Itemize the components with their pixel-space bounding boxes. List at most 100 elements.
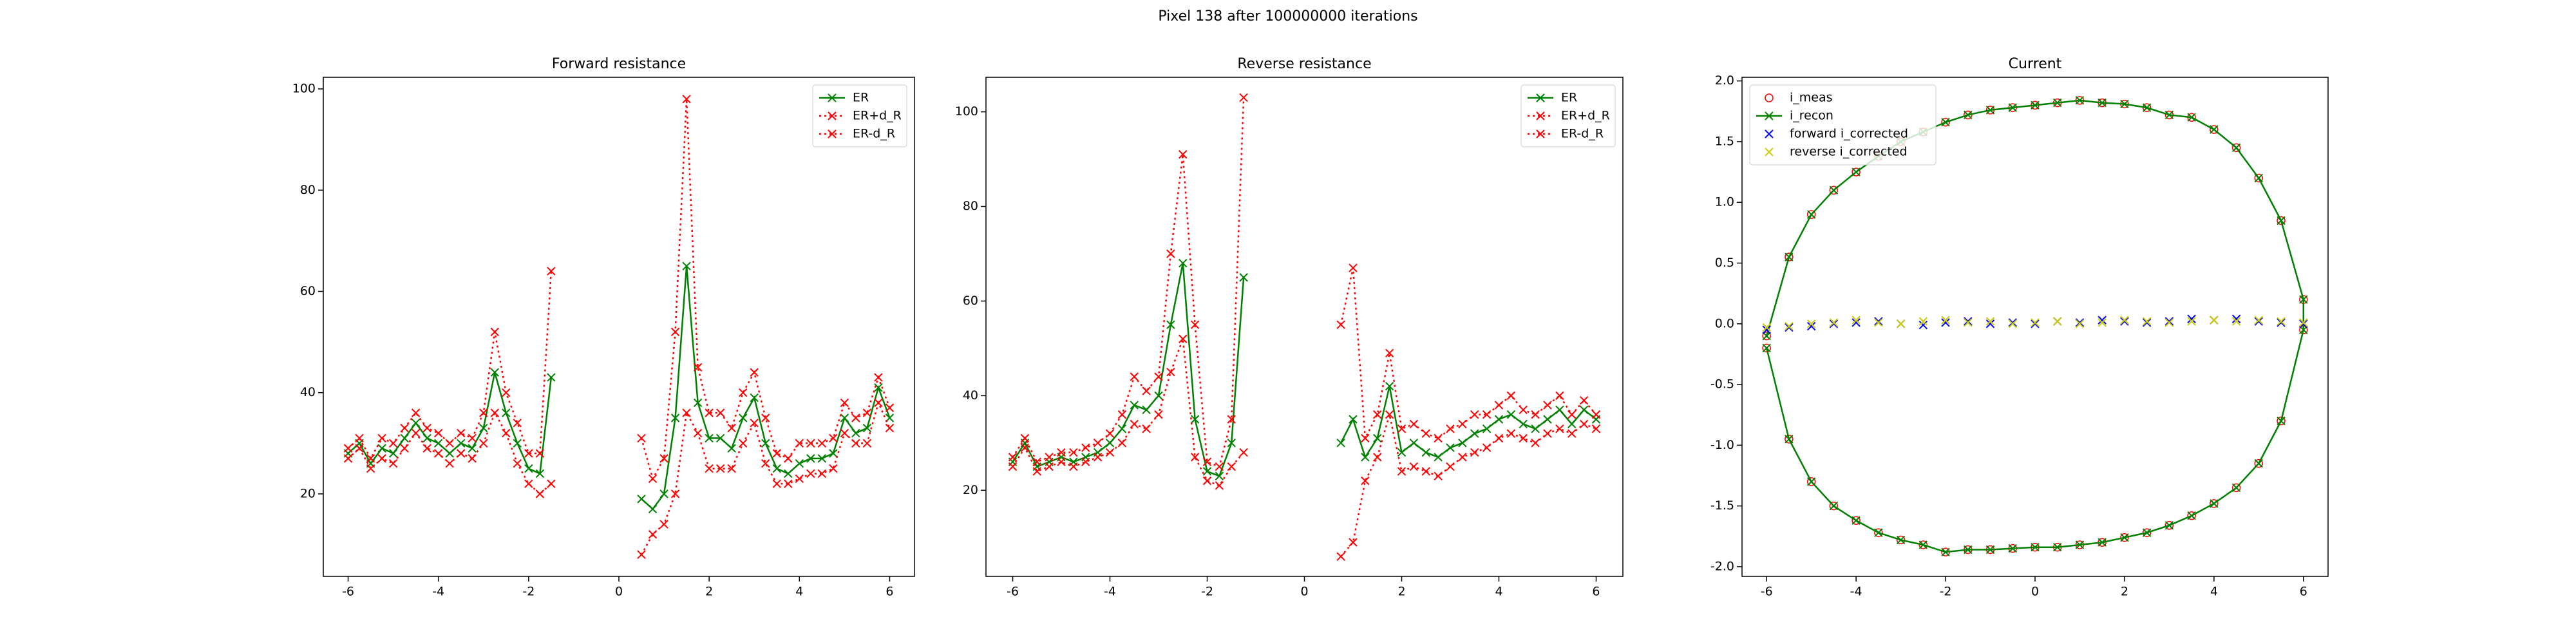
marker [2277, 416, 2286, 426]
x-tick-label: -6 [1761, 585, 1773, 599]
marker [817, 469, 827, 478]
marker [1852, 167, 1861, 176]
legend-label: i_meas [1790, 91, 1833, 105]
legend-marker [1536, 93, 1545, 102]
y-tick-label: 0.0 [1715, 316, 1734, 330]
marker [1409, 419, 1419, 429]
marker [2254, 173, 2264, 183]
marker [1985, 317, 1995, 326]
marker [1896, 319, 1906, 328]
marker [648, 504, 658, 514]
marker [1482, 424, 1492, 433]
marker [1506, 429, 1516, 438]
marker [1519, 419, 1528, 429]
marker [1874, 318, 1883, 327]
marker [829, 433, 838, 443]
marker [1964, 318, 1973, 327]
marker [1239, 273, 1248, 282]
legend-marker [1536, 129, 1545, 138]
marker [772, 464, 781, 473]
marker [1829, 185, 1839, 195]
marker [535, 449, 545, 458]
marker [1762, 325, 1771, 334]
marker [1985, 106, 1995, 115]
marker [1008, 462, 1018, 471]
marker [2031, 318, 2040, 327]
marker [885, 403, 895, 412]
y-tick-label: -1.5 [1710, 498, 1734, 513]
marker [513, 419, 522, 428]
marker [1202, 467, 1212, 476]
marker [366, 454, 375, 463]
marker [1567, 410, 1577, 419]
marker [1941, 118, 1950, 127]
marker [1239, 448, 1248, 457]
marker [1567, 429, 1577, 438]
marker [2231, 483, 2241, 493]
marker [2098, 98, 2107, 108]
marker [1154, 410, 1163, 419]
marker [1964, 110, 1973, 120]
marker [1806, 210, 1816, 219]
marker [1762, 343, 1771, 353]
subplot-title: Reverse resistance [1237, 56, 1371, 72]
marker [1446, 443, 1455, 452]
marker [2299, 319, 2308, 328]
marker [2142, 528, 2152, 537]
marker [1941, 118, 1950, 127]
marker [457, 439, 466, 448]
marker [2210, 499, 2219, 508]
legend-label: ER [853, 91, 869, 105]
marker [705, 464, 714, 473]
marker [1446, 424, 1455, 433]
marker [400, 433, 409, 443]
marker [1579, 405, 1589, 415]
marker [1421, 429, 1430, 438]
marker [1494, 401, 1504, 410]
marker [2277, 216, 2286, 225]
marker [490, 368, 499, 377]
marker [1918, 320, 1928, 330]
marker [693, 398, 703, 408]
marker [693, 428, 703, 438]
marker [727, 423, 736, 433]
marker [1785, 252, 1794, 261]
marker [784, 469, 793, 478]
marker [535, 489, 545, 498]
legend-label: i_recon [1790, 109, 1833, 123]
marker [1519, 405, 1528, 415]
marker [2210, 125, 2219, 134]
legend-label: ER [1561, 91, 1577, 105]
marker [2075, 540, 2085, 549]
marker [1349, 263, 1358, 272]
marker [2008, 103, 2017, 112]
marker [682, 408, 691, 417]
marker [1057, 457, 1066, 466]
marker [1336, 320, 1345, 329]
marker [1579, 396, 1589, 405]
marker [1531, 424, 1540, 433]
marker [2098, 316, 2107, 325]
marker [1941, 318, 1950, 327]
marker [1081, 457, 1090, 466]
marker [761, 439, 770, 448]
marker [502, 428, 511, 438]
marker [1762, 331, 1771, 341]
marker [1829, 319, 1839, 328]
marker [817, 454, 827, 463]
marker [479, 423, 488, 433]
marker [343, 454, 353, 463]
marker [727, 444, 736, 453]
marker [1057, 448, 1066, 457]
marker [445, 439, 454, 448]
marker [2031, 319, 2040, 328]
x-tick-label: 2 [705, 585, 713, 599]
marker [400, 444, 409, 453]
marker [1008, 453, 1018, 462]
marker [829, 449, 838, 458]
marker [2299, 295, 2308, 304]
marker [1446, 462, 1455, 471]
marker [862, 439, 872, 448]
marker [479, 408, 488, 417]
x-tick-label: -2 [1201, 585, 1213, 599]
